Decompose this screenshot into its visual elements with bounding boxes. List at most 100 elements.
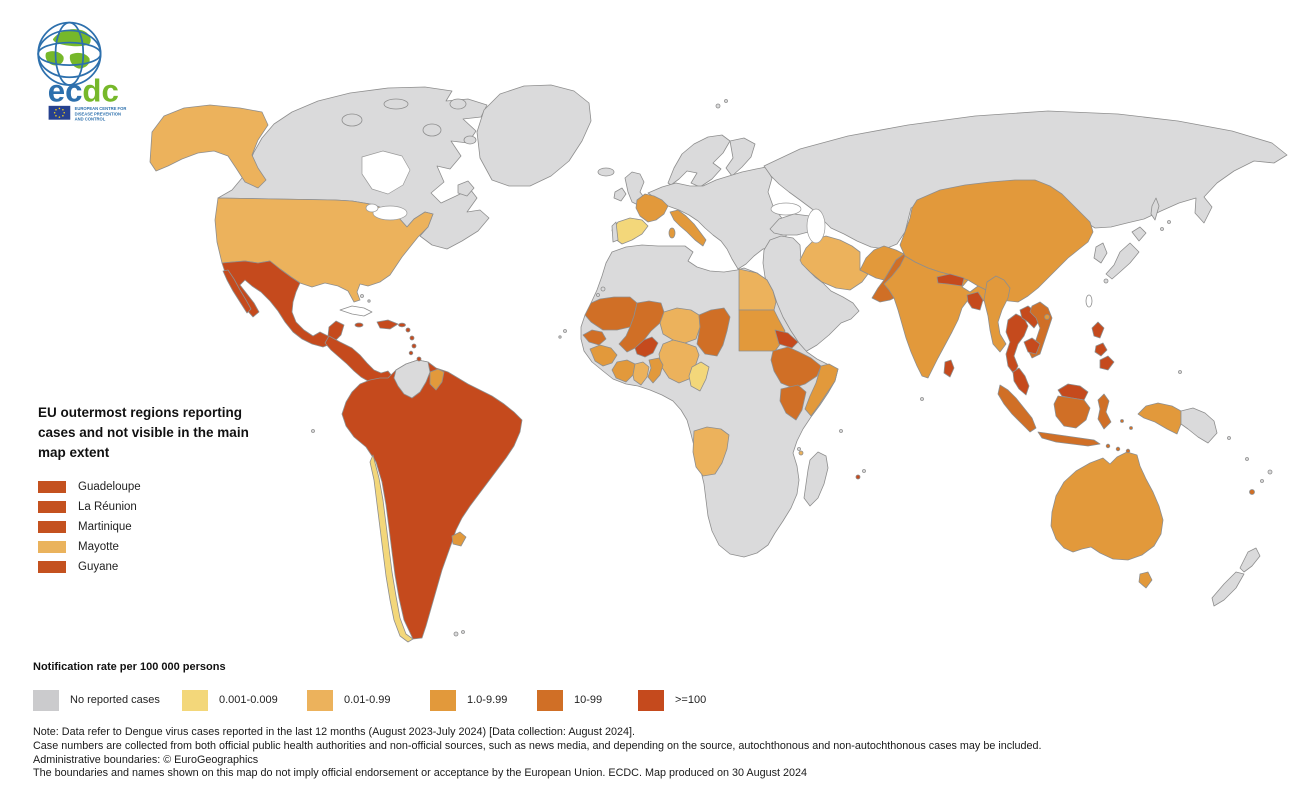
map-region-scandinavia — [667, 134, 731, 188]
map-islet — [1129, 426, 1133, 430]
map-region-hispaniola — [376, 319, 399, 330]
map-region-sumatra — [997, 384, 1037, 433]
map-region-senegal — [582, 329, 607, 346]
map-region-ghana — [632, 361, 650, 386]
eu-flag-icon — [48, 105, 71, 120]
map-islet — [367, 299, 371, 303]
map-region-central-america — [324, 335, 393, 382]
footnotes: Note: Data refer to Dengue virus cases r… — [33, 726, 1042, 781]
map-islet — [724, 99, 728, 103]
map-region-madagascar — [803, 451, 829, 507]
map-islet — [596, 293, 600, 297]
small-islands-group — [311, 99, 1273, 637]
map-region-ivory-coast — [611, 359, 636, 383]
map-region-sardinia — [668, 227, 676, 239]
outermost-regions-legend: EU outermost regions reporting cases and… — [38, 403, 268, 577]
color-swatch — [38, 501, 66, 513]
map-islet — [411, 343, 417, 349]
map-region-myanmar — [983, 275, 1011, 353]
map-islet — [715, 103, 721, 109]
map-region-somalia — [804, 363, 839, 417]
svg-text:AND CONTROL: AND CONTROL — [75, 117, 106, 122]
color-swatch — [38, 521, 66, 533]
map-islet — [1267, 469, 1273, 475]
map-region-ethiopia — [770, 346, 822, 389]
map-region-chile — [369, 454, 414, 643]
map-region-australia — [1050, 451, 1164, 561]
map-islet — [1044, 314, 1050, 320]
great-lakes-water — [372, 205, 408, 221]
map-region-newfoundland — [457, 180, 475, 197]
map-region-alaska — [149, 104, 269, 189]
rate-legend-item-gte-100: >=100 — [638, 689, 706, 711]
map-region-guinea — [589, 344, 618, 367]
footnote-line: Note: Data refer to Dengue virus cases r… — [33, 726, 635, 738]
map-islet — [416, 356, 422, 362]
map-islet — [558, 335, 562, 339]
rate-legend-label: No reported cases — [70, 694, 160, 706]
map-region-borneo-malaysia — [1057, 383, 1089, 401]
ecdc-wordmark: ecdc — [48, 74, 119, 109]
map-region-papua-new-guinea — [1180, 407, 1218, 444]
map-islet — [1105, 443, 1111, 449]
map-islet — [1260, 479, 1264, 483]
map-region-india — [883, 255, 991, 379]
map-islet — [855, 474, 861, 480]
rate-legend-label: 10-99 — [574, 694, 603, 706]
map-islet — [920, 397, 924, 401]
map-region-sulawesi — [1097, 393, 1112, 430]
map-region-guyana — [429, 368, 445, 391]
map-region-france — [635, 193, 669, 223]
legend-item-martinique: Martinique — [38, 517, 268, 537]
map-islet — [797, 447, 801, 451]
map-islet — [405, 327, 411, 333]
legend-item-label: Guadeloupe — [78, 481, 141, 493]
map-islet — [1227, 436, 1231, 440]
legend-item-label: Guyane — [78, 561, 119, 573]
map-region-portugal — [611, 221, 619, 243]
color-swatch — [38, 561, 66, 573]
legend-item-guyane: Guyane — [38, 557, 268, 577]
map-region-new-zealand — [1239, 547, 1261, 573]
map-region-angola — [692, 426, 730, 477]
map-region-south-america — [341, 359, 523, 640]
map-region-chad — [696, 307, 731, 357]
map-region-arctic-island — [383, 98, 409, 110]
map-region-eritrea — [774, 329, 799, 349]
outermost-legend-title-line: cases and not visible in the main — [38, 425, 249, 440]
map-region-philippines — [1094, 342, 1108, 357]
map-region-togo-benin — [647, 357, 664, 384]
legend-item-la-reunion: La Réunion — [38, 497, 268, 517]
map-islet — [1115, 446, 1121, 452]
great-lakes-water — [365, 203, 379, 213]
outermost-legend-title-line: EU outermost regions reporting — [38, 405, 243, 420]
map-islet — [360, 294, 364, 298]
map-region-kenya — [779, 384, 807, 421]
map-region-japan — [1131, 226, 1147, 242]
map-islet — [839, 429, 843, 433]
color-swatch — [638, 689, 664, 711]
rate-legend-label: 1.0-9.99 — [467, 694, 508, 706]
outermost-legend-title-line: map extent — [38, 445, 110, 460]
map-region-ireland — [613, 187, 627, 202]
map-region-uruguay — [451, 531, 467, 547]
rate-legend-item-0001-0009: 0.001-0.009 — [182, 689, 278, 711]
eu-flag-stars-icon — [53, 107, 65, 118]
rate-legend-label: 0.01-0.99 — [344, 694, 391, 706]
svg-text:DISEASE PREVENTION: DISEASE PREVENTION — [75, 111, 121, 116]
rate-legend-item-10-99: 10-99 — [537, 689, 602, 711]
svg-text:EUROPEAN CENTRE FOR: EUROPEAN CENTRE FOR — [75, 106, 127, 111]
hudson-bay-water — [361, 150, 411, 195]
map-region-puerto-rico — [398, 322, 406, 328]
map-islet — [1245, 457, 1249, 461]
map-islet — [798, 450, 804, 456]
color-swatch — [38, 541, 66, 553]
map-region-arctic-island — [463, 135, 477, 145]
map-region-greenland — [476, 84, 592, 187]
map-islet — [862, 469, 866, 473]
map-region-taiwan — [1085, 294, 1093, 308]
map-region-philippines — [1099, 355, 1115, 371]
map-region-java — [1037, 431, 1101, 447]
color-swatch — [182, 689, 208, 711]
